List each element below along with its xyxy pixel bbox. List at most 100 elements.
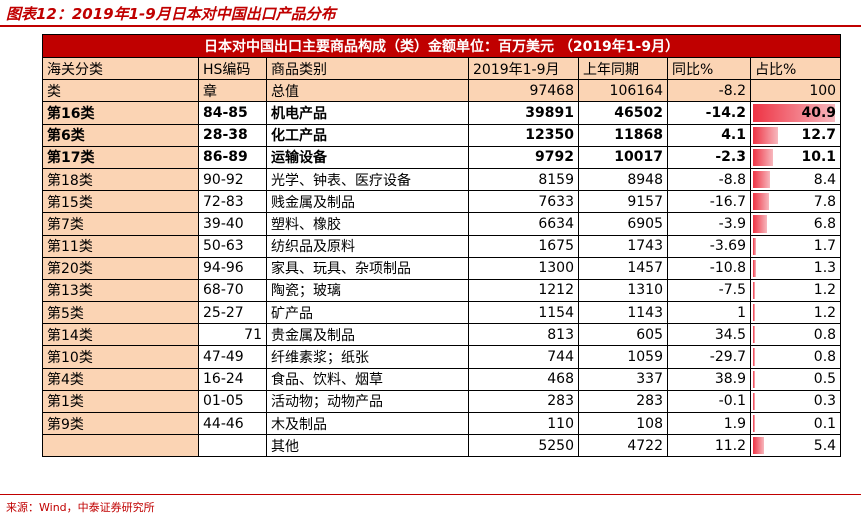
total-share: 100 (749, 79, 842, 103)
share-value: 1.3 (813, 260, 837, 277)
table-row: 第18类 90-92 光学、钟表、医疗设备 8159 8948 -8.8 8.4 (42, 167, 842, 192)
row-share: 1.2 (749, 278, 842, 303)
row-current: 39891 (468, 101, 579, 125)
header-hs: HS编码 (198, 56, 267, 81)
table-row: 第4类 16-24 食品、饮料、烟草 468 337 38.9 0.5 (42, 367, 842, 391)
total-name: 总值 (266, 79, 469, 103)
table-row: 第6类 28-38 化工产品 12350 11868 4.1 12.7 (42, 123, 842, 147)
share-bar (753, 170, 770, 189)
row-class: 第18类 (42, 167, 199, 192)
table-row: 第14类 71 贵金属及制品 813 605 34.5 0.8 (42, 323, 842, 347)
table-row: 第11类 50-63 纺织品及原料 1675 1743 -3.69 1.7 (42, 234, 842, 258)
row-current: 9792 (468, 145, 579, 169)
row-previous: 11868 (578, 123, 668, 147)
header-current: 2019年1-9月 (468, 56, 579, 81)
row-class: 第17类 (42, 145, 199, 169)
row-hs-code: 44-46 (198, 411, 267, 436)
table-row: 第1类 01-05 活动物；动物产品 283 283 -0.1 0.3 (42, 389, 842, 414)
row-current: 1154 (468, 301, 579, 325)
total-yoy: -8.2 (667, 79, 751, 103)
total-current: 97468 (468, 79, 579, 103)
row-class: 第16类 (42, 101, 199, 125)
share-bar (753, 370, 755, 388)
row-category: 塑料、橡胶 (266, 212, 469, 236)
row-share: 8.4 (749, 167, 842, 192)
source-rule (0, 494, 861, 495)
table-body: 第16类 84-85 机电产品 39891 46502 -14.2 40.9 第6类 28-38… (42, 101, 842, 458)
total-hs: 章 (198, 79, 267, 103)
row-hs-code: 72-83 (198, 190, 267, 214)
table-caption-row: 日本对中国出口主要商品构成（类）金额单位：百万美元 （2019年1-9月） (41, 34, 842, 58)
row-hs-code: 39-40 (198, 212, 267, 236)
table-row: 第15类 72-83 贱金属及制品 7633 9157 -16.7 7.8 (42, 190, 842, 214)
share-value: 0.1 (813, 415, 837, 432)
row-category: 活动物；动物产品 (266, 389, 469, 414)
row-yoy: -14.2 (667, 101, 751, 125)
row-previous: 6905 (578, 212, 668, 236)
share-bar (753, 104, 835, 122)
share-bar (753, 304, 756, 322)
share-bar (753, 326, 755, 344)
row-hs-code: 84-85 (198, 101, 267, 125)
row-yoy: -10.8 (667, 256, 751, 280)
row-yoy: -3.69 (667, 234, 751, 258)
share-value: 0.8 (813, 349, 837, 366)
row-yoy: 1 (667, 301, 751, 325)
table-row: 第5类 25-27 矿产品 1154 1143 1 1.2 (42, 301, 842, 325)
share-value: 0.3 (813, 393, 837, 410)
row-current: 1300 (468, 256, 579, 280)
row-previous: 1059 (578, 345, 668, 369)
row-current: 12350 (468, 123, 579, 147)
share-bar (753, 348, 755, 366)
row-share: 10.1 (749, 145, 842, 169)
row-previous: 9157 (578, 190, 668, 214)
row-category: 陶瓷；玻璃 (266, 278, 469, 303)
title-rule (0, 25, 861, 27)
table-row: 其他 5250 4722 11.2 5.4 (42, 434, 842, 458)
row-hs-code: 94-96 (198, 256, 267, 280)
row-current: 1212 (468, 278, 579, 303)
table-row: 第13类 68-70 陶瓷；玻璃 1212 1310 -7.5 1.2 (42, 278, 842, 303)
share-value: 10.1 (801, 149, 837, 166)
row-share: 12.7 (749, 123, 842, 147)
header-category: 商品类别 (266, 56, 469, 81)
row-current: 468 (468, 367, 579, 391)
total-row: 类 章 总值 97468 106164 -8.2 100 (42, 79, 842, 103)
share-value: 40.9 (801, 104, 837, 121)
table-row: 第20类 94-96 家具、玩具、杂项制品 1300 1457 -10.8 1.3 (42, 256, 842, 280)
header-yoy: 同比% (667, 56, 751, 81)
row-current: 5250 (468, 434, 579, 458)
row-previous: 337 (578, 367, 668, 391)
share-bar (753, 415, 755, 433)
row-category: 贵金属及制品 (266, 323, 469, 347)
row-category: 食品、饮料、烟草 (266, 367, 469, 391)
share-bar (753, 193, 769, 211)
row-previous: 8948 (578, 167, 668, 192)
row-category: 光学、钟表、医疗设备 (266, 167, 469, 192)
share-bar (753, 281, 756, 300)
row-yoy: -3.9 (667, 212, 751, 236)
source-note: 来源：Wind，中泰证券研究所 (6, 501, 155, 514)
row-share: 1.2 (749, 301, 842, 325)
row-class: 第10类 (42, 345, 199, 369)
row-class: 第14类 (42, 323, 199, 347)
row-yoy: -7.5 (667, 278, 751, 303)
row-hs-code: 28-38 (198, 123, 267, 147)
row-previous: 1457 (578, 256, 668, 280)
row-class: 第7类 (42, 212, 199, 236)
export-table: 日本对中国出口主要商品构成（类）金额单位：百万美元 （2019年1-9月） 海关… (41, 34, 842, 458)
table-row: 第16类 84-85 机电产品 39891 46502 -14.2 40.9 (42, 101, 842, 125)
table-row: 第9类 44-46 木及制品 110 108 1.9 0.1 (42, 411, 842, 436)
row-previous: 108 (578, 411, 668, 436)
row-current: 6634 (468, 212, 579, 236)
row-previous: 1143 (578, 301, 668, 325)
row-class: 第9类 (42, 411, 199, 436)
row-category: 贱金属及制品 (266, 190, 469, 214)
row-current: 110 (468, 411, 579, 436)
row-share: 5.4 (749, 434, 842, 458)
row-share: 0.8 (749, 345, 842, 369)
row-current: 7633 (468, 190, 579, 214)
table-header-row: 海关分类 HS编码 商品类别 2019年1-9月 上年同期 同比% 占比% (42, 56, 842, 81)
share-value: 8.4 (813, 171, 837, 188)
row-hs-code: 47-49 (198, 345, 267, 369)
